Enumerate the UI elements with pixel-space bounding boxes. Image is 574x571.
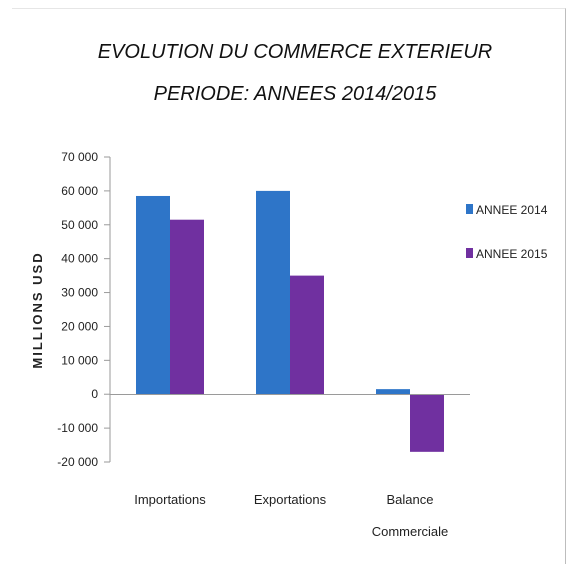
bar-2014-0 xyxy=(136,195,170,395)
category-label: Exportations xyxy=(254,492,327,507)
legend: ANNEE 2014 ANNEE 2015 xyxy=(466,203,548,261)
bar-2014-2 xyxy=(376,389,410,395)
category-label: Commerciale xyxy=(372,524,449,539)
chart-frame xyxy=(12,8,566,564)
chart-title: EVOLUTION DU COMMERCE EXTERIEUR PERIODE:… xyxy=(98,41,492,105)
y-tick-label: -10 000 xyxy=(57,421,98,435)
legend-label: ANNEE 2015 xyxy=(476,247,548,261)
y-tick-label: 30 000 xyxy=(61,286,98,300)
y-tick-label: 70 000 xyxy=(61,150,98,164)
legend-swatch xyxy=(466,248,473,258)
legend-label: ANNEE 2014 xyxy=(476,203,548,217)
bar-2015-1 xyxy=(290,275,324,395)
legend-swatch xyxy=(466,204,473,214)
bar-2015-2 xyxy=(410,394,444,452)
y-tick-label: 40 000 xyxy=(61,252,98,266)
bar-2015-0 xyxy=(170,219,204,395)
y-tick-label: 50 000 xyxy=(61,218,98,232)
chart-title-line-2: PERIODE: ANNEES 2014/2015 xyxy=(154,83,438,105)
y-tick-label: 60 000 xyxy=(61,184,98,198)
y-tick-label: 20 000 xyxy=(61,319,98,333)
y-tick-label: 10 000 xyxy=(61,353,98,367)
chart-title-line-1: EVOLUTION DU COMMERCE EXTERIEUR xyxy=(98,41,492,63)
y-tick-label: -20 000 xyxy=(57,455,98,469)
bar-2014-1 xyxy=(256,190,290,395)
y-tick-label: 0 xyxy=(91,387,98,401)
category-label: Balance xyxy=(387,492,434,507)
category-label: Importations xyxy=(134,492,206,507)
y-axis-ticks: 70 000 60 000 50 000 40 000 30 000 20 000 10 0… xyxy=(57,150,111,469)
x-axis-categories: Importations Exportations Balance Commercia… xyxy=(134,492,448,539)
bars xyxy=(136,190,444,452)
y-axis-label: MILLIONS USD xyxy=(30,251,45,368)
